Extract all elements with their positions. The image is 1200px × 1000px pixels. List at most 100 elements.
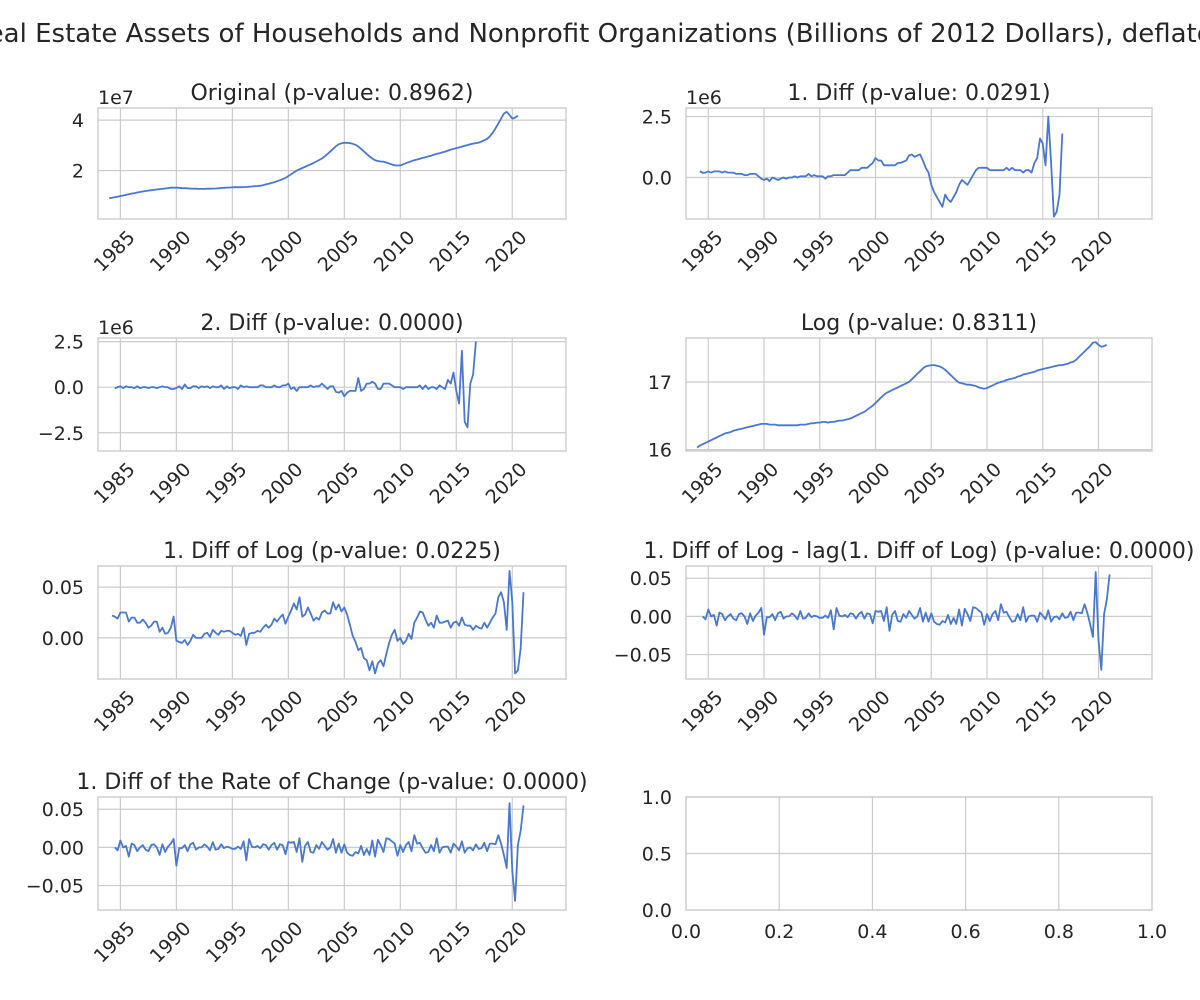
subplot-title: 1. Diff of Log - lag(1. Diff of Log) (p-… (644, 539, 1195, 564)
x-tick-label: 2000 (258, 918, 308, 968)
y-offset-text: 1e7 (98, 87, 134, 109)
axes-frame (685, 565, 1153, 680)
subplot-title: 2. Diff (p-value: 0.0000) (200, 311, 463, 336)
y-tick-label: 0.05 (630, 568, 672, 590)
x-tick-label: 2010 (956, 459, 1006, 509)
x-tick-label: 1985 (90, 687, 140, 737)
y-tick-label: 0.0 (642, 168, 672, 190)
axes-frame (685, 337, 1153, 452)
x-tick-label: 2005 (901, 459, 951, 509)
y-tick-label: 0.0 (54, 377, 84, 399)
x-tick-label: 2015 (1012, 459, 1062, 509)
series-line-1 (114, 802, 525, 902)
x-tick-label: 2010 (956, 687, 1006, 737)
y-tick-label: 4 (72, 110, 84, 132)
y-tick-label: 0.00 (630, 606, 672, 628)
x-tick-label: 1985 (90, 459, 140, 509)
x-tick-label: 0.8 (1044, 921, 1074, 943)
x-tick-label: 2000 (845, 227, 895, 277)
x-tick-label: 2000 (258, 687, 308, 737)
series-line-1 (699, 115, 1064, 218)
subplot-7: 1985 1990 1995 2000 2005 2010 2015 2020 −0.05 0.0… (26, 770, 588, 967)
y-tick-label: −2.5 (38, 423, 84, 445)
y-tick-label: 0.00 (42, 628, 84, 650)
series-line-1 (696, 341, 1108, 449)
subplot-1: 1985 1990 1995 2000 2005 2010 2015 2020 2 4 Origin… (72, 81, 567, 277)
x-tick-label: 2005 (901, 227, 951, 277)
x-tick-label: 2010 (956, 227, 1006, 277)
y-tick-label: 0.5 (642, 844, 672, 866)
x-tick-label: 2005 (314, 687, 364, 737)
x-tick-label: 1990 (733, 687, 783, 737)
axes-grid: 1985 1990 1995 2000 2005 2010 2015 202024Origin… (26, 81, 1195, 967)
y-tick-label: 2.5 (54, 332, 84, 354)
subplot-title: Log (p-value: 0.8311) (801, 311, 1037, 336)
x-tick-label: 2005 (901, 687, 951, 737)
y-offset-text: 1e6 (98, 317, 134, 339)
y-tick-label: 16 (648, 440, 672, 462)
axes-frame (97, 337, 567, 452)
x-tick-label: 1995 (789, 227, 839, 277)
y-tick-label: 1.0 (642, 787, 672, 809)
x-tick-label: 1985 (678, 687, 728, 737)
subplot-3: 1985 1990 1995 2000 2005 2010 2015 2020 −2.5 0.0 2… (38, 311, 567, 509)
x-tick-label: 1990 (146, 918, 196, 968)
x-tick-label: 1985 (90, 227, 140, 277)
x-tick-label: 1985 (678, 227, 728, 277)
x-tick-label: 1995 (202, 459, 252, 509)
x-tick-label: 2000 (845, 687, 895, 737)
x-tick-label: 2015 (426, 918, 476, 968)
x-tick-label: 1995 (789, 687, 839, 737)
x-tick-label: 2005 (314, 227, 364, 277)
x-tick-label: 2020 (482, 687, 532, 737)
axes-frame (97, 107, 567, 220)
x-tick-label: 1990 (146, 227, 196, 277)
y-offset-text: 1e6 (686, 87, 722, 109)
x-tick-label: 1995 (789, 459, 839, 509)
series-line-1 (111, 570, 525, 675)
y-tick-label: −0.05 (26, 876, 84, 898)
series-line-1 (109, 110, 519, 200)
x-tick-label: 2010 (370, 918, 420, 968)
subplot-6: 1985 1990 1995 2000 2005 2010 2015 2020 −0.05 0.0… (614, 539, 1195, 736)
x-tick-label: 1990 (733, 227, 783, 277)
x-tick-label: 2020 (1068, 687, 1118, 737)
y-tick-label: 0.05 (42, 799, 84, 821)
series-line-1 (114, 341, 477, 429)
x-tick-label: 2020 (482, 227, 532, 277)
subplot-5: 1985 1990 1995 2000 2005 2010 2015 2020 0.00 0.05… (42, 539, 567, 737)
x-tick-label: 2015 (426, 687, 476, 737)
subplot-title: 1. Diff of Log (p-value: 0.0225) (163, 539, 501, 564)
axes-frame (685, 107, 1153, 220)
axes-frame (97, 565, 567, 680)
x-tick-label: 2010 (370, 687, 420, 737)
x-tick-label: 2015 (1012, 687, 1062, 737)
axes-frame (97, 796, 567, 911)
x-tick-label: 2005 (314, 918, 364, 968)
x-tick-label: 1985 (90, 918, 140, 968)
x-tick-label: 2005 (314, 459, 364, 509)
subplot-4: 1985 1990 1995 2000 2005 2010 2015 2020 16 17 Log … (648, 311, 1153, 509)
y-tick-label: 0.00 (42, 837, 84, 859)
x-tick-label: 0.0 (671, 921, 701, 943)
x-tick-label: 2000 (845, 459, 895, 509)
subplot-title: 1. Diff (p-value: 0.0291) (787, 81, 1050, 106)
x-tick-label: 1.0 (1137, 921, 1167, 943)
x-tick-label: 2015 (426, 459, 476, 509)
x-tick-label: 1990 (146, 687, 196, 737)
figure-suptitle: Real Estate Assets of Households and Non… (0, 19, 1200, 49)
x-tick-label: 2010 (370, 459, 420, 509)
x-tick-label: 2020 (1068, 459, 1118, 509)
x-tick-label: 1995 (202, 687, 252, 737)
y-tick-label: 2.5 (642, 107, 672, 129)
series-line-1 (702, 571, 1111, 671)
subplot-8: 0.0 0.2 0.4 0.6 0.8 1.0 0.0 0.5 1.0 (642, 787, 1167, 943)
x-tick-label: 1985 (678, 459, 728, 509)
x-tick-label: 0.6 (950, 921, 980, 943)
x-tick-label: 2000 (258, 459, 308, 509)
x-tick-label: 0.2 (764, 921, 794, 943)
x-tick-label: 2020 (482, 918, 532, 968)
y-tick-label: 0.05 (42, 577, 84, 599)
x-tick-label: 2020 (1068, 227, 1118, 277)
